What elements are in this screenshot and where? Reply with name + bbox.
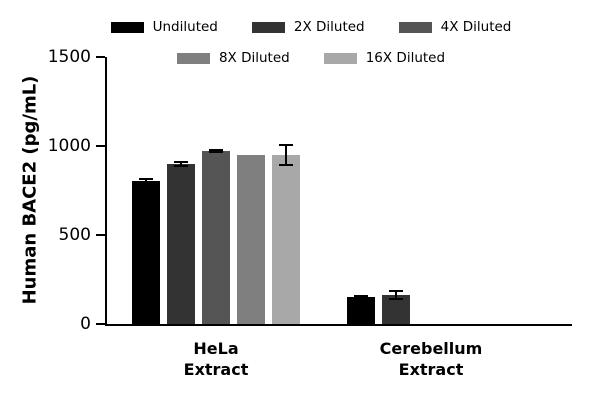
error-bar-bottom-cap (279, 164, 293, 167)
error-bar-line (145, 177, 147, 184)
legend-label: 8X Diluted (218, 50, 290, 66)
legend-item: 4X Diluted (398, 19, 512, 35)
y-tick-label: 1000 (47, 136, 91, 156)
error-bar-line (285, 144, 287, 167)
y-tick-mark (96, 56, 105, 58)
error-bar-bottom-cap (209, 151, 223, 154)
bar (202, 151, 230, 324)
error-bar-bottom-cap (389, 298, 403, 301)
plot-area: 0 500 1000 1500 HeLa Extract Cerebellum Extra… (48, 47, 572, 379)
legend-row: 8X Diluted 16X Diluted (0, 47, 600, 69)
y-tick-mark (96, 145, 105, 147)
chart-legend: Undiluted 2X Diluted 4X Diluted 8X Diluted 1… (0, 16, 600, 78)
legend-item: 8X Diluted (176, 50, 290, 66)
error-bar (279, 144, 293, 167)
legend-label: 2X Diluted (293, 19, 365, 35)
y-axis-title: Human BACE2 (pg/mL) (19, 75, 41, 305)
y-tick-label: 500 (58, 225, 91, 245)
x-category-label: HeLa Extract (183, 339, 249, 379)
error-bar-bottom-cap (139, 181, 153, 184)
error-bar-line (215, 149, 217, 154)
legend-swatch (398, 21, 432, 33)
error-bar (209, 149, 223, 154)
y-tick-label: 0 (80, 314, 91, 334)
error-bar-line (180, 160, 182, 167)
legend-label: Undiluted (152, 19, 218, 35)
error-bar-line (395, 290, 397, 301)
error-bar (174, 160, 188, 167)
error-bar-bottom-cap (354, 297, 368, 300)
error-bar-bottom-cap (174, 165, 188, 167)
bar (272, 155, 300, 324)
error-bar (139, 177, 153, 184)
error-bar (354, 295, 368, 300)
x-category-label: Cerebellum Extract (379, 339, 483, 379)
legend-label: 4X Diluted (440, 19, 512, 35)
legend-item: 2X Diluted (251, 19, 365, 35)
legend-swatch (176, 52, 210, 64)
legend-item: 16X Diluted (323, 50, 446, 66)
bar (237, 155, 265, 324)
bar (347, 297, 375, 324)
y-tick-mark (96, 234, 105, 236)
legend-row: Undiluted 2X Diluted 4X Diluted (0, 16, 600, 38)
legend-swatch (323, 52, 357, 64)
error-bar (389, 290, 403, 301)
legend-swatch (110, 21, 144, 33)
y-tick-label: 1500 (47, 47, 91, 67)
bar (167, 164, 195, 324)
y-tick-mark (96, 323, 105, 325)
legend-swatch (251, 21, 285, 33)
legend-label: 16X Diluted (365, 50, 446, 66)
error-bar-line (360, 295, 362, 300)
bar (132, 181, 160, 324)
legend-item: Undiluted (110, 19, 218, 35)
